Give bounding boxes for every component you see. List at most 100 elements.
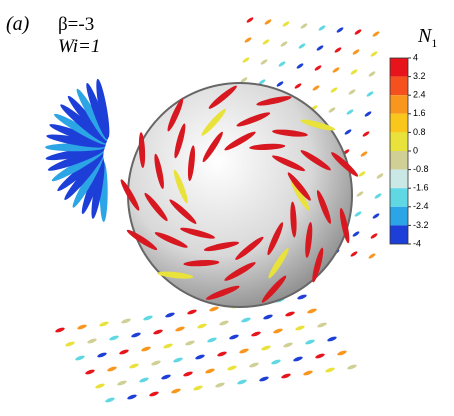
background-glyph xyxy=(354,210,362,217)
colorbar-band xyxy=(390,170,408,189)
colorbar-tick-label: -2.4 xyxy=(413,201,429,211)
floor-glyph xyxy=(197,323,208,330)
floor-glyph xyxy=(143,315,154,322)
floor-glyph xyxy=(293,356,304,363)
background-glyph xyxy=(280,40,288,47)
floor-glyph xyxy=(273,328,284,335)
background-glyph xyxy=(312,84,320,91)
floor-glyph xyxy=(237,379,248,386)
background-glyph xyxy=(358,170,366,177)
parameter-beta: β=-3 xyxy=(58,14,94,35)
floor-glyph xyxy=(95,383,106,390)
colorbar-band xyxy=(390,151,408,170)
background-glyph xyxy=(350,68,358,75)
floor-glyph xyxy=(209,306,220,313)
floor-glyph xyxy=(55,327,66,334)
figure: (a) β=-3 Wi=1 N1 43.22.41.60.80-0.8-1.6-… xyxy=(0,0,454,416)
background-glyph xyxy=(366,90,374,97)
floor-glyph xyxy=(107,366,118,373)
colorbar-tick-label: 0 xyxy=(413,145,418,155)
background-glyph xyxy=(294,82,302,89)
floor-glyph xyxy=(109,335,120,342)
floor-glyph xyxy=(139,377,150,384)
floor-glyph xyxy=(239,348,250,355)
background-glyph xyxy=(360,150,368,157)
background-glyph xyxy=(370,50,378,57)
floor-glyph xyxy=(77,324,88,331)
background-glyph xyxy=(352,230,360,237)
background-glyph xyxy=(368,252,376,259)
colorbar-tick-label: -4 xyxy=(413,238,421,248)
floor-glyph xyxy=(99,321,110,328)
background-glyph xyxy=(350,250,358,257)
floor-glyph xyxy=(65,341,76,348)
colorbar-tick-label: 0.8 xyxy=(413,127,426,137)
floor-glyph xyxy=(173,357,184,364)
floor-glyph xyxy=(187,309,198,316)
background-glyph xyxy=(244,36,252,43)
floor-glyph xyxy=(241,317,252,324)
background-glyph xyxy=(376,172,384,179)
colorbar-tick-label: 2.4 xyxy=(413,90,426,100)
floor-glyph xyxy=(87,338,98,345)
background-glyph xyxy=(334,46,342,53)
floor-glyph xyxy=(119,349,130,356)
background-glyph xyxy=(354,28,362,35)
floor-glyph xyxy=(195,354,206,361)
background-glyph xyxy=(364,110,372,117)
background-glyph xyxy=(314,64,322,71)
floor-glyph xyxy=(215,382,226,389)
background-glyph xyxy=(370,232,378,239)
colorbar-band xyxy=(390,58,408,77)
floor-glyph xyxy=(97,352,108,359)
floor-glyph xyxy=(325,367,336,374)
background-glyph xyxy=(362,130,370,137)
floor-glyph xyxy=(285,311,296,318)
colorbar-tick-label: -1.6 xyxy=(413,183,429,193)
background-glyph xyxy=(372,212,380,219)
background-glyph xyxy=(262,38,270,45)
background-glyph xyxy=(316,44,324,51)
floor-glyph xyxy=(117,380,128,387)
floor-glyph xyxy=(165,312,176,319)
floor-glyph xyxy=(85,369,96,376)
floor-glyph xyxy=(261,345,272,352)
floor-glyph xyxy=(105,397,116,404)
background-glyph xyxy=(344,128,352,135)
background-glyph xyxy=(356,190,364,197)
floor-glyph xyxy=(151,360,162,367)
background-glyph xyxy=(352,48,360,55)
floor-glyph xyxy=(153,329,164,336)
floor-glyph xyxy=(75,355,86,362)
background-glyph xyxy=(332,66,340,73)
background-glyph xyxy=(298,42,306,49)
background-glyph xyxy=(318,24,326,31)
floor-glyph xyxy=(303,370,314,377)
background-glyph xyxy=(330,86,338,93)
background-glyph xyxy=(348,88,356,95)
floor-glyph xyxy=(171,388,182,395)
panel-label: (a) xyxy=(6,13,30,35)
floor-glyph xyxy=(205,368,216,375)
floor-glyph xyxy=(295,325,306,332)
colorbar-tick-label: 3.2 xyxy=(413,71,426,81)
floor-glyph xyxy=(249,362,260,369)
background-glyph xyxy=(242,56,250,63)
background-glyph xyxy=(372,30,380,37)
floor-glyph xyxy=(217,351,228,358)
floor-glyph xyxy=(251,331,262,338)
background-glyph xyxy=(260,58,268,65)
floor-glyph xyxy=(297,294,308,301)
colorbar-title-subscript: 1 xyxy=(431,36,437,50)
colorbar-tick-label: 4 xyxy=(413,52,418,62)
floor-glyph xyxy=(161,374,172,381)
floor-glyph xyxy=(229,334,240,341)
floor-glyph xyxy=(131,332,142,339)
floor-glyph xyxy=(283,342,294,349)
floor-glyph xyxy=(259,376,270,383)
floor-glyph xyxy=(193,385,204,392)
background-glyph xyxy=(336,26,344,33)
colorbar-band xyxy=(390,114,408,133)
colorbar-tick-label: 1.6 xyxy=(413,108,426,118)
floor-glyph xyxy=(227,365,238,372)
